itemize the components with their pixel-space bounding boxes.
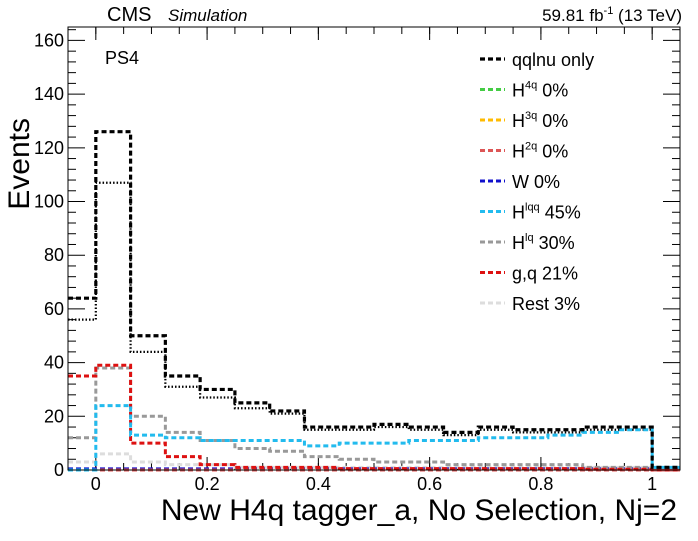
series-dotted-overlay: [68, 181, 680, 469]
x-axis-title: New H4q tagger_a, No Selection, Nj=2: [161, 494, 677, 527]
x-tick-label: 0.2: [195, 474, 220, 494]
ticks-layer: 0 0.2 0.4 0.6 0.8 1 0 20 40 60 80 100 120 140 160: [34, 27, 681, 494]
x-tick-label: 0.6: [417, 474, 442, 494]
lumi-energy: (13 TeV): [613, 6, 682, 25]
legend-entry-h4q: H4q 0%: [480, 80, 568, 101]
y-tick-label: 0: [54, 460, 64, 480]
series-total: [68, 130, 680, 469]
legend-label: H4q 0%: [512, 80, 568, 101]
legend-label: H3q 0%: [512, 110, 568, 131]
y-tick-label: 40: [44, 353, 64, 373]
region-label: PS4: [105, 48, 139, 68]
legend-label: g,q 21%: [512, 264, 578, 284]
x-tick-label: 0.8: [528, 474, 553, 494]
y-tick-label: 160: [34, 30, 64, 50]
legend-entry-h2q: H2q 0%: [480, 141, 568, 162]
experiment-label: CMS: [107, 4, 151, 26]
legend: qqlnu only H4q 0% H3q 0% H2q 0% W 0% Hlqq 45%…: [480, 50, 594, 314]
legend-entry-total: qqlnu only: [480, 50, 594, 70]
legend-entry-w: W 0%: [480, 172, 560, 192]
y-tick-label: 140: [34, 84, 64, 104]
legend-entry-gq: g,q 21%: [480, 264, 578, 284]
legend-label: W 0%: [512, 172, 560, 192]
x-tick-label: 0: [91, 474, 101, 494]
series-rest: [68, 452, 680, 472]
series-hlq: [68, 366, 680, 472]
legend-label: Hlq 30%: [512, 232, 575, 253]
y-tick-label: 100: [34, 192, 64, 212]
series-gq: [68, 363, 680, 472]
legend-label: Hlqq 45%: [512, 202, 581, 223]
legend-label: H2q 0%: [512, 141, 568, 162]
legend-entry-hlqq: Hlqq 45%: [480, 202, 581, 223]
y-tick-label: 60: [44, 299, 64, 319]
y-tick-label: 20: [44, 406, 64, 426]
x-tick-label: 1: [647, 474, 657, 494]
y-tick-label: 80: [44, 245, 64, 265]
series-hlqq: [68, 404, 680, 472]
x-tick-label: 0.4: [306, 474, 331, 494]
lumi-exponent: -1: [604, 5, 614, 17]
status-label: Simulation: [168, 6, 247, 25]
plot-frame: [67, 26, 681, 471]
y-tick-label: 120: [34, 138, 64, 158]
y-axis-title: Events: [3, 118, 36, 210]
legend-label: Rest 3%: [512, 294, 580, 314]
legend-entry-hlq: Hlq 30%: [480, 232, 575, 253]
legend-entry-rest: Rest 3%: [480, 294, 580, 314]
legend-entry-h3q: H3q 0%: [480, 110, 568, 131]
lumi-label: 59.81 fb-1 (13 TeV): [542, 5, 682, 25]
lumi-value: 59.81 fb: [542, 6, 603, 25]
legend-label: qqlnu only: [512, 50, 594, 70]
